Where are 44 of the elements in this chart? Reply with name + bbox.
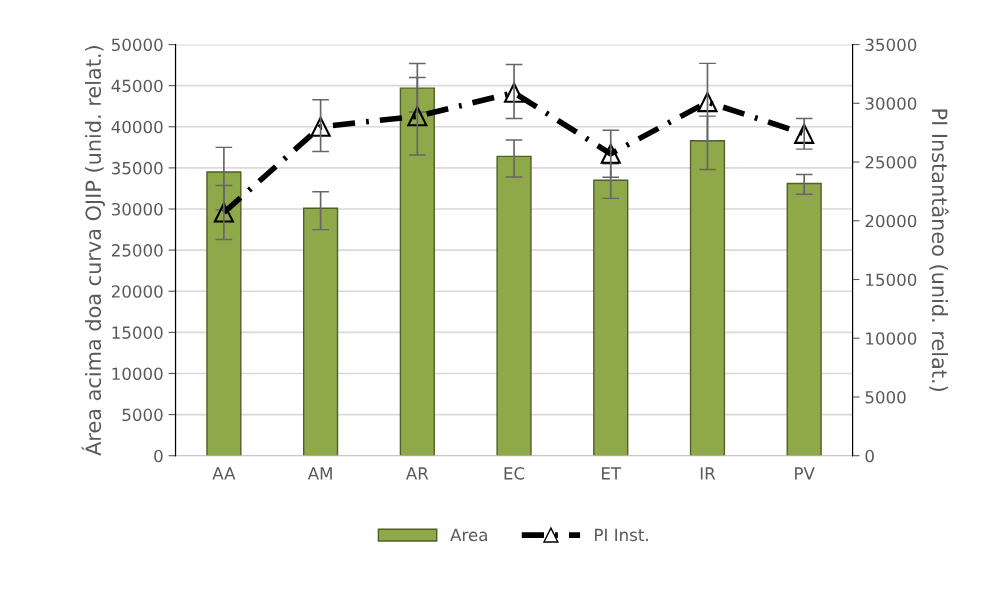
x-tick-label: IR [700,467,716,480]
point [503,82,525,103]
bar [399,87,435,456]
bar [593,179,629,456]
point [794,123,815,144]
y-tick-label: 45000 [111,79,163,93]
point [697,92,718,113]
y-tick-label: 25000 [111,244,163,257]
y2-tick-label: 20000 [865,214,917,228]
y2-tick-label: 15000 [866,273,917,287]
point [213,202,234,223]
y-tick-label: 50000 [111,38,163,52]
y-tick-label: 0 [154,449,163,463]
legend-label: Area [450,528,487,542]
y2-tick-label: 30000 [865,97,917,110]
bar [302,207,339,456]
y2-tick-label: 0 [865,449,874,463]
y2-axis-title: PI Instantâneo (unid. relat.) [929,109,949,391]
point [600,143,621,164]
y2-tick-label: 10000 [866,332,917,345]
point [310,116,331,137]
x-tick-label: AM [307,467,332,480]
bar [689,140,726,456]
y2-tick-label: 35000 [865,38,917,52]
x-tick-label: AR [405,467,429,480]
x-tick-label: ET [602,467,622,480]
bar [786,182,822,456]
y2-tick-label: 25000 [865,155,917,169]
x-tick-label: AA [212,467,236,480]
y2-tick-label: 5000 [865,390,906,404]
y-tick-label: 10000 [112,367,163,381]
y-axis-title: Área acima doa curva OJIP (unid. relat.) [81,46,105,456]
x-tick-label: EC [504,467,525,480]
bar [496,155,532,456]
y-tick-label: 30000 [111,202,163,216]
bar [206,171,242,456]
x-tick-label: PV [795,467,815,480]
y-tick-label: 20000 [111,285,163,298]
y-tick-label: 5000 [122,408,163,422]
y-tick-label: 40000 [111,120,163,134]
legend-label: PI Inst. [595,528,648,542]
point [407,106,428,127]
y-tick-label: 35000 [111,161,163,175]
y-tick-label: 15000 [112,326,163,339]
